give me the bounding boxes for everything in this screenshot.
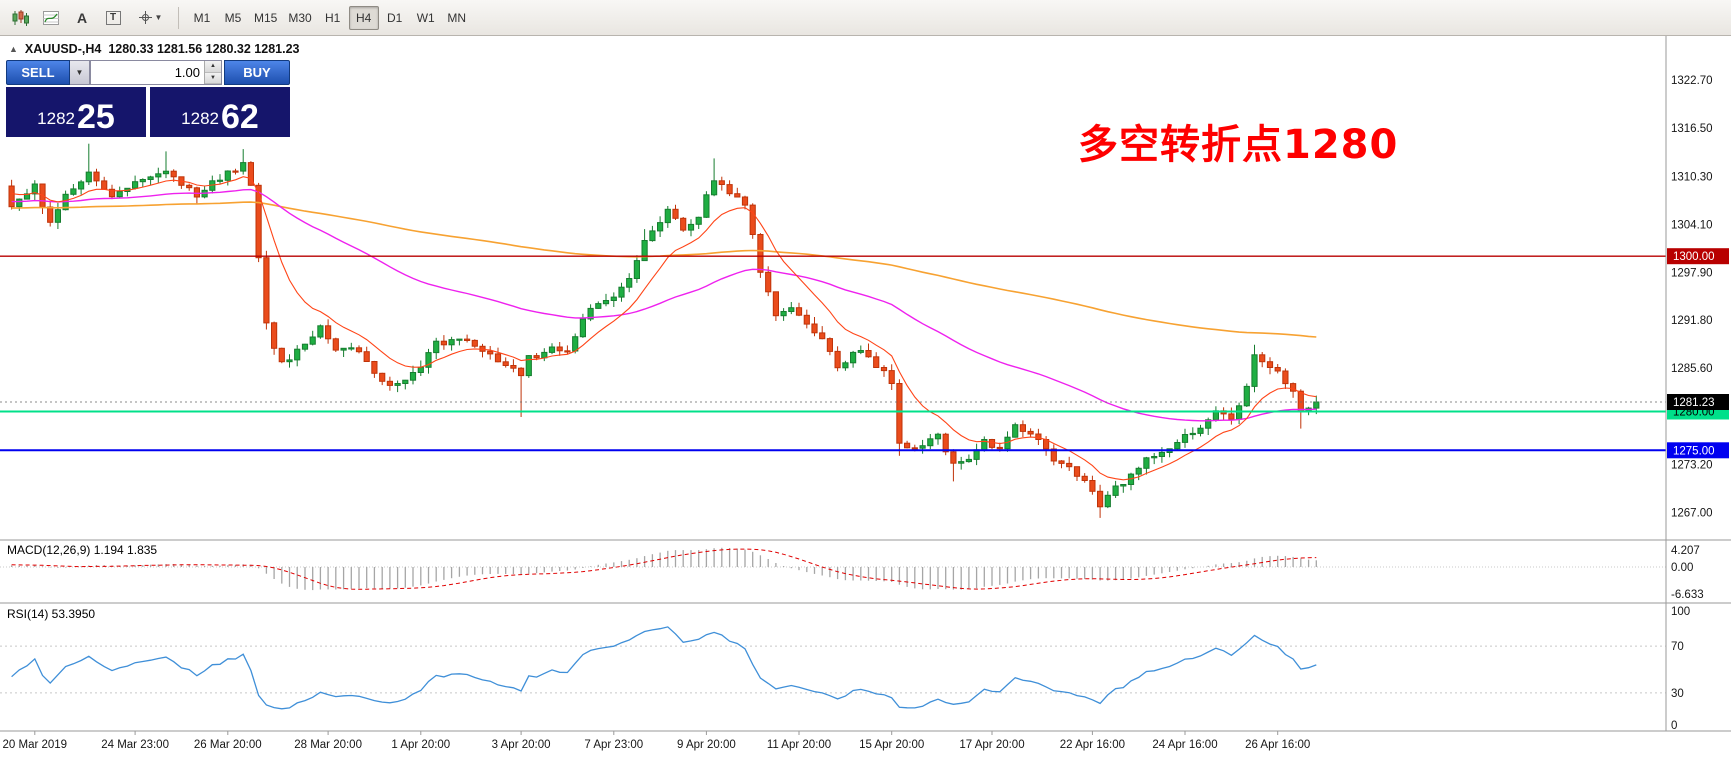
svg-text:1285.60: 1285.60 — [1671, 363, 1713, 375]
collapse-trade-panel-arrow[interactable]: ▲ — [9, 44, 18, 54]
chart-title: ▲ XAUUSD-,H4 1280.33 1281.56 1280.32 128… — [9, 42, 299, 56]
timeframe-button-M15[interactable]: M15 — [254, 10, 278, 25]
svg-text:11 Apr 20:00: 11 Apr 20:00 — [767, 739, 831, 751]
price-axis-labels[interactable]: 1322.70 1316.50 1310.30 1304.10 1297.90 1291.… — [1671, 75, 1713, 732]
svg-text:-6.633: -6.633 — [1671, 589, 1704, 601]
candlestick-chart-icon — [12, 9, 29, 26]
svg-text:70: 70 — [1671, 641, 1684, 653]
chart-annotation: 多空转折点1280 — [1078, 122, 1399, 168]
svg-text:1267.00: 1267.00 — [1671, 508, 1713, 520]
text-tool-button[interactable]: A — [68, 5, 96, 31]
sell-price-pips: 25 — [77, 98, 115, 137]
timeframe-button-D1[interactable]: D1 — [387, 10, 403, 25]
one-click-trading-panel: SELL ▼ 1.00 ▲ ▼ BUY 1282 25 1282 62 — [6, 60, 290, 137]
buy-price-main: 1282 — [181, 109, 219, 128]
macd-histogram — [10, 547, 1317, 591]
candles — [8, 143, 1320, 518]
timeframe-button-M30[interactable]: M30 — [288, 10, 312, 25]
chevron-down-icon: ▼ — [154, 13, 163, 22]
toolbar-separator — [178, 6, 179, 29]
svg-text:26 Apr 16:00: 26 Apr 16:00 — [1245, 739, 1310, 751]
svg-text:1300.00: 1300.00 — [1673, 251, 1715, 263]
rsi-line — [11, 626, 1317, 710]
charts-toolbar-button[interactable] — [6, 5, 34, 31]
svg-text:22 Apr 16:00: 22 Apr 16:00 — [1060, 739, 1125, 751]
ma-slow-line — [11, 201, 1317, 338]
price-badge-1275.00: 1275.00 — [1667, 442, 1729, 459]
svg-text:17 Apr 20:00: 17 Apr 20:00 — [959, 739, 1024, 751]
svg-text:30: 30 — [1671, 688, 1684, 700]
svg-text:100: 100 — [1671, 606, 1690, 618]
svg-text:0.00: 0.00 — [1671, 562, 1693, 574]
label-tool-button[interactable]: T — [99, 5, 127, 31]
macd-signal-line — [11, 548, 1317, 590]
sell-button[interactable]: SELL — [6, 60, 70, 85]
boxed-t-icon: T — [105, 10, 121, 25]
timeframe-button-H1[interactable]: H1 — [325, 10, 341, 25]
rsi-indicator-label: RSI(14) 53.3950 — [7, 607, 96, 621]
buy-button[interactable]: BUY — [224, 60, 290, 85]
main-toolbar: A T ▼ M1 M5 M15 M30 H1 H4 D1 W1 MN — [0, 0, 1731, 36]
svg-text:15 Apr 20:00: 15 Apr 20:00 — [859, 739, 924, 751]
macd-indicator-label: MACD(12,26,9) 1.194 1.835 — [7, 543, 158, 557]
svg-text:0: 0 — [1671, 720, 1677, 732]
panel-borders — [0, 36, 1731, 732]
svg-text:1281.23: 1281.23 — [1673, 397, 1715, 409]
svg-text:1304.10: 1304.10 — [1671, 219, 1713, 231]
ma-mid-line — [11, 188, 1317, 422]
svg-text:1 Apr 20:00: 1 Apr 20:00 — [391, 739, 450, 751]
svg-text:1297.90: 1297.90 — [1671, 268, 1713, 280]
lot-size-box: 1.00 ▲ ▼ — [90, 60, 222, 85]
crosshair-icon — [138, 11, 152, 24]
letter-a-icon: A — [76, 9, 88, 26]
price-badge-1281.23: 1281.23 — [1667, 394, 1729, 410]
symbol-period-label: XAUUSD-,H4 — [24, 42, 102, 56]
lot-increase-button[interactable]: ▲ — [205, 61, 221, 73]
svg-text:1316.50: 1316.50 — [1671, 123, 1713, 135]
cursor-tools-button[interactable]: ▼ — [130, 5, 170, 31]
lot-size-input[interactable]: 1.00 — [174, 65, 200, 80]
svg-text:3 Apr 20:00: 3 Apr 20:00 — [492, 739, 551, 751]
indicators-toolbar-button[interactable] — [37, 5, 65, 31]
buy-price-display[interactable]: 1282 62 — [150, 87, 290, 137]
ma-fast-line — [11, 176, 1317, 481]
order-type-dropdown[interactable]: ▼ — [70, 60, 90, 85]
svg-text:20 Mar 2019: 20 Mar 2019 — [3, 739, 68, 751]
timeframe-button-H4[interactable]: H4 — [348, 5, 379, 30]
price-badge-1300.00: 1300.00 — [1667, 248, 1729, 265]
buy-price-pips: 62 — [221, 98, 259, 137]
svg-text:24 Apr 16:00: 24 Apr 16:00 — [1152, 739, 1217, 751]
timeframe-group: M1 M5 M15 M30 H1 H4 D1 W1 MN — [187, 5, 472, 30]
svg-text:26 Mar 20:00: 26 Mar 20:00 — [194, 739, 262, 751]
time-axis[interactable]: 20 Mar 2019 24 Mar 23:00 26 Mar 20:00 28 Ma… — [3, 731, 1311, 751]
svg-text:1291.80: 1291.80 — [1671, 315, 1713, 327]
sell-price-main: 1282 — [37, 109, 75, 128]
timeframe-button-M5[interactable]: M5 — [224, 10, 242, 25]
svg-text:1310.30: 1310.30 — [1671, 171, 1713, 183]
svg-text:7 Apr 23:00: 7 Apr 23:00 — [584, 739, 643, 751]
svg-text:1275.00: 1275.00 — [1673, 445, 1715, 457]
ohlc-values: 1280.33 1281.56 1280.32 1281.23 — [108, 42, 300, 56]
timeframe-button-W1[interactable]: W1 — [416, 10, 435, 25]
svg-text:9 Apr 20:00: 9 Apr 20:00 — [677, 739, 736, 751]
svg-text:1322.70: 1322.70 — [1671, 75, 1713, 87]
timeframe-button-MN[interactable]: MN — [447, 10, 467, 25]
timeframe-button-M1[interactable]: M1 — [193, 10, 211, 25]
svg-text:1273.20: 1273.20 — [1671, 459, 1713, 471]
sell-price-display[interactable]: 1282 25 — [6, 87, 146, 137]
indicators-icon — [43, 10, 59, 25]
svg-text:24 Mar 23:00: 24 Mar 23:00 — [101, 739, 169, 751]
svg-text:28 Mar 20:00: 28 Mar 20:00 — [294, 739, 362, 751]
svg-text:4.207: 4.207 — [1671, 545, 1700, 557]
lot-spinner: ▲ ▼ — [204, 61, 221, 84]
lot-decrease-button[interactable]: ▼ — [205, 72, 221, 84]
